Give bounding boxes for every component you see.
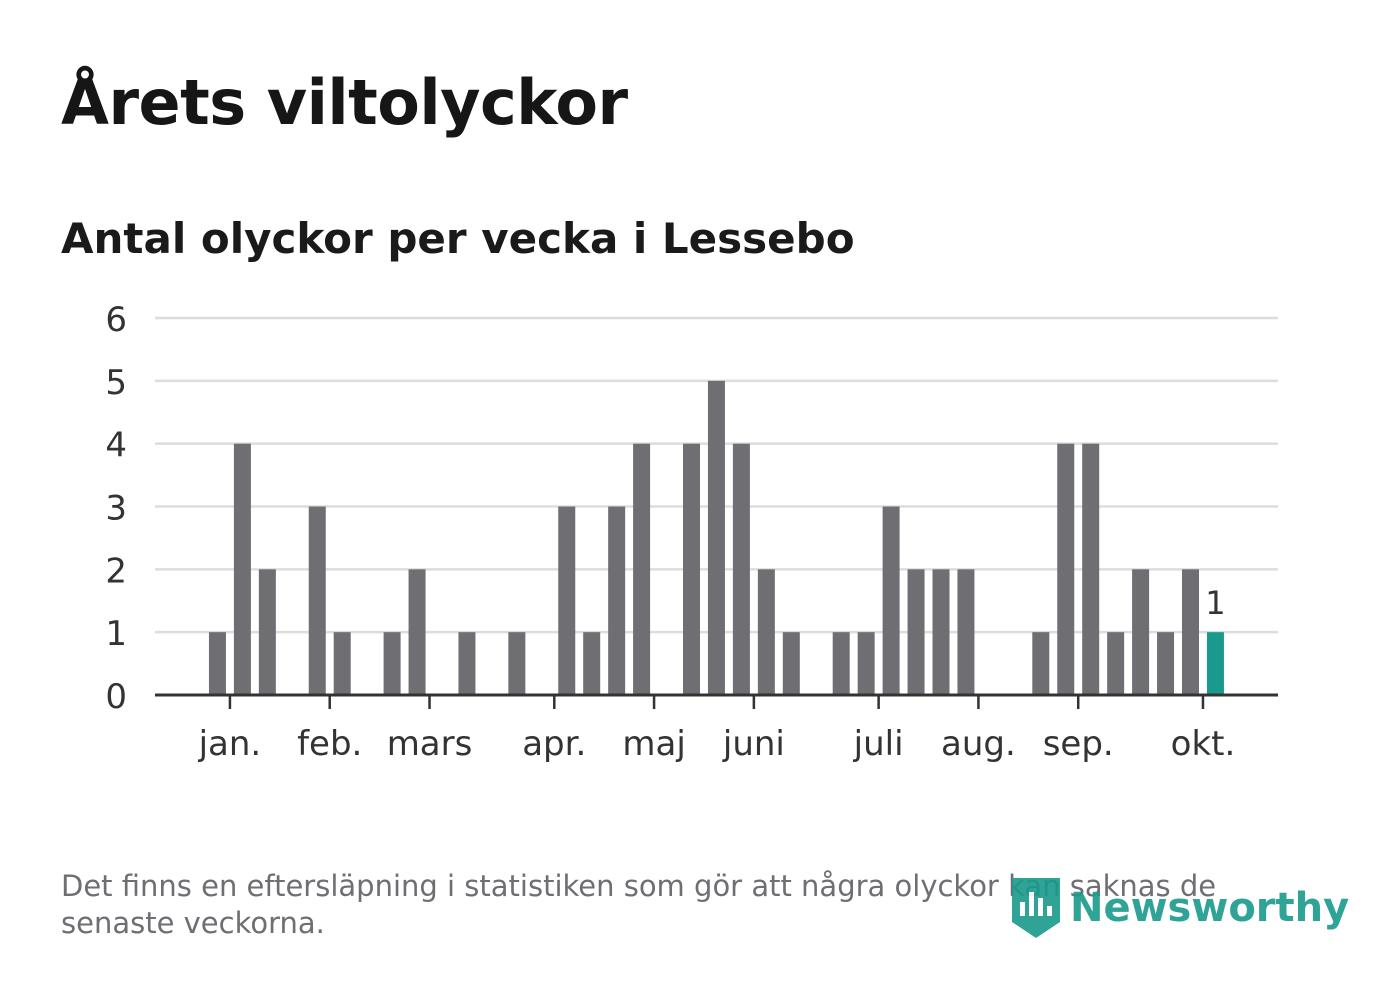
bar <box>458 632 476 695</box>
y-tick-label: 1 <box>105 614 127 654</box>
y-axis-labels: 0 1 2 3 4 5 6 <box>105 300 127 717</box>
chart-title: Årets viltolyckor <box>61 66 628 139</box>
y-tick-label: 3 <box>105 489 127 529</box>
bar <box>208 632 226 695</box>
bar <box>757 569 775 695</box>
bar <box>1082 443 1100 695</box>
x-tick-label: juni <box>722 724 785 764</box>
bar <box>1107 632 1125 695</box>
x-tick-label: aug. <box>941 724 1016 764</box>
bar <box>782 632 800 695</box>
bar <box>683 443 700 695</box>
bar <box>832 632 850 695</box>
bar <box>583 632 601 695</box>
y-tick-label: 4 <box>105 426 127 466</box>
x-tick-label: sep. <box>1043 724 1114 764</box>
y-tick-label: 2 <box>105 551 127 591</box>
bar <box>1132 569 1150 695</box>
bar <box>707 380 725 695</box>
x-tick-label: mars <box>387 724 473 764</box>
bar <box>558 506 576 695</box>
bar <box>1157 632 1175 695</box>
x-axis-labels: jan. feb. mars apr. maj juni juli aug. sep. okt. <box>198 724 1236 764</box>
bar <box>233 443 251 695</box>
bar <box>633 443 651 695</box>
x-tick-label: maj <box>622 724 685 764</box>
x-axis <box>155 693 1278 709</box>
bar <box>1057 443 1075 695</box>
bars <box>208 380 1224 695</box>
y-tick-label: 6 <box>105 300 127 340</box>
bar <box>957 569 975 695</box>
bar <box>608 506 626 695</box>
bar <box>932 569 950 695</box>
bar <box>408 569 426 695</box>
bar <box>882 506 900 695</box>
highlight-data-label: 1 <box>1205 584 1225 622</box>
x-tick-label: jan. <box>198 724 262 764</box>
bar <box>308 506 326 695</box>
bar-highlight <box>1206 632 1224 695</box>
chart-subtitle: Antal olyckor per vecka i Lessebo <box>61 214 855 263</box>
x-tick-label: apr. <box>522 724 586 764</box>
bar <box>1032 632 1050 695</box>
bar <box>333 632 351 695</box>
y-tick-label: 0 <box>105 677 127 717</box>
y-tick-label: 5 <box>105 363 127 403</box>
x-tick-label: juli <box>853 724 904 764</box>
data-labels: 1 <box>1205 584 1225 622</box>
bar <box>508 632 526 695</box>
bar <box>857 632 875 695</box>
x-tick-label: okt. <box>1171 724 1236 764</box>
bar <box>258 569 276 695</box>
bar <box>732 443 750 695</box>
logo-text: Newsworthy <box>1070 885 1350 931</box>
bar <box>907 569 925 695</box>
x-tick-label: feb. <box>297 724 362 764</box>
newsworthy-logo: Newsworthy <box>1010 876 1349 940</box>
newsworthy-logo-icon <box>1012 878 1060 938</box>
bar <box>383 632 401 695</box>
bar <box>1182 569 1199 695</box>
